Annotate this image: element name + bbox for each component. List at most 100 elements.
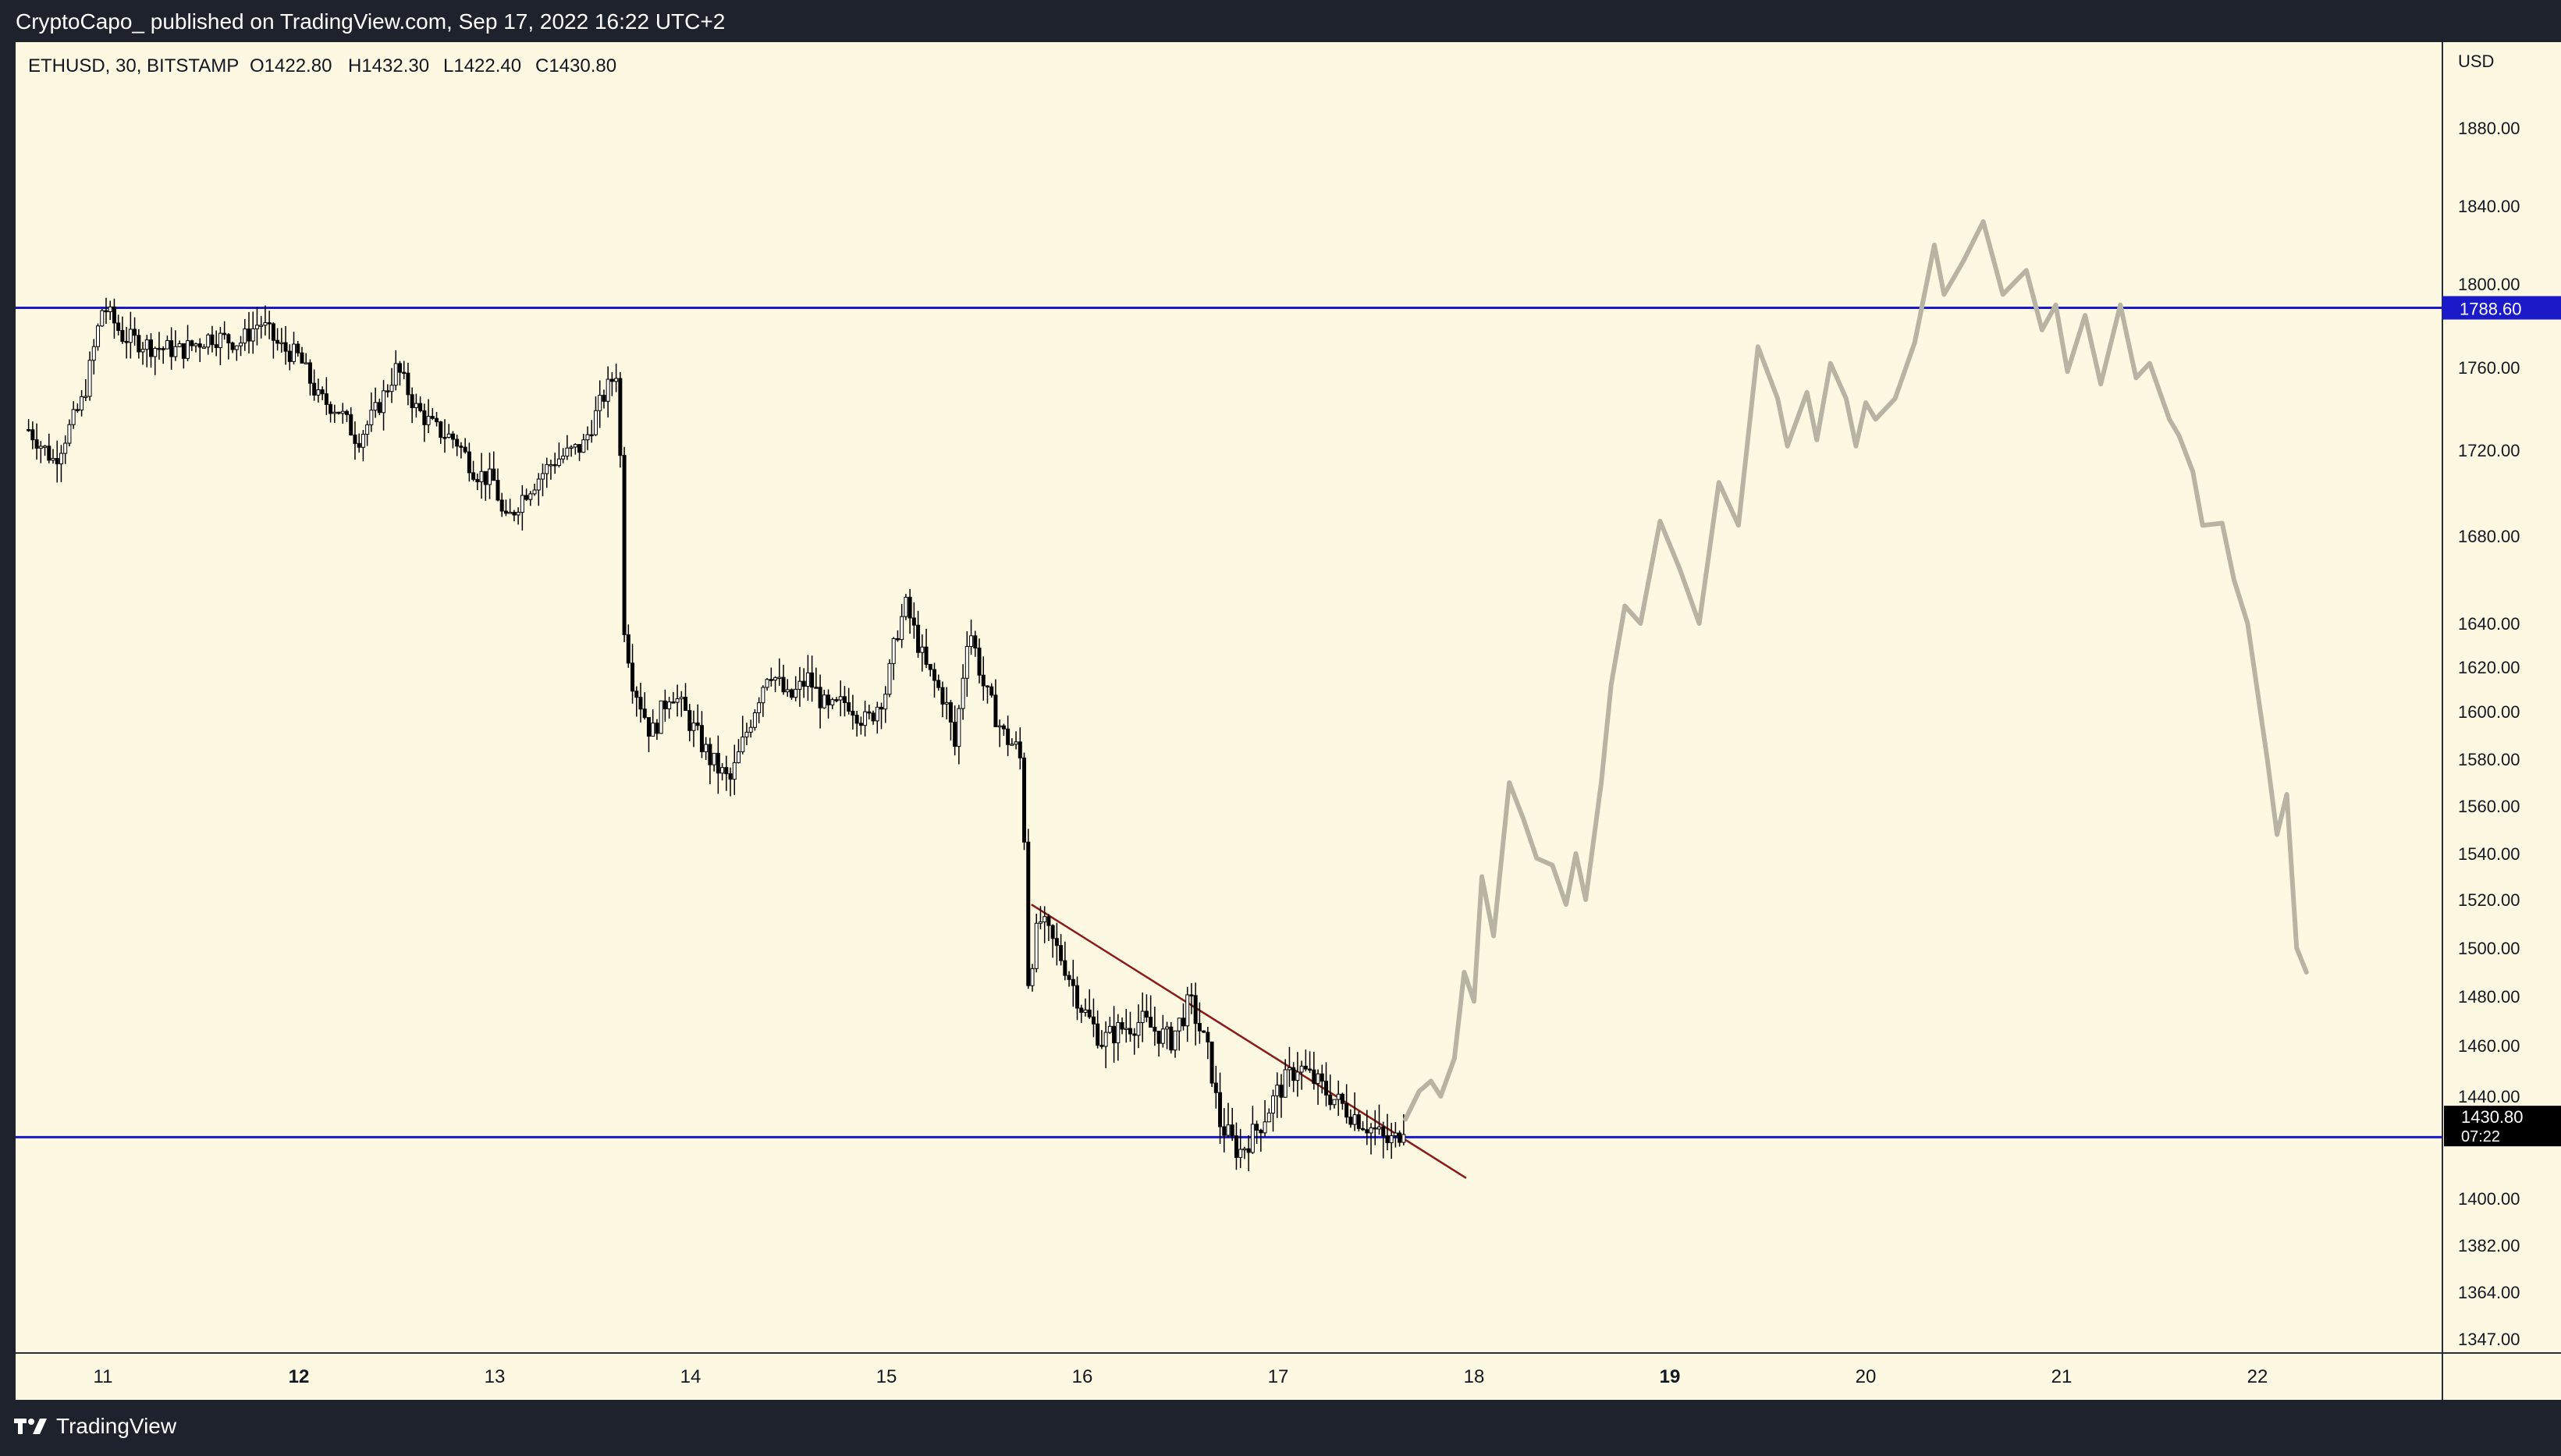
- candle-body: [1136, 1021, 1141, 1036]
- price-chart[interactable]: ETHUSD, 30, BITSTAMP O1422.80 H1432.30 L142…: [16, 42, 2561, 1400]
- candle-body: [393, 363, 398, 386]
- candle-body: [1063, 960, 1067, 976]
- candle-body: [948, 701, 953, 723]
- y-tick-label: 1347.00: [2458, 1330, 2520, 1349]
- candle-body: [516, 512, 520, 516]
- candle-body: [332, 411, 337, 414]
- candle-body: [842, 696, 847, 703]
- candle-body: [741, 737, 745, 752]
- candle-body: [1385, 1135, 1390, 1143]
- candle-body: [1165, 1026, 1170, 1030]
- x-tick-label: 18: [1464, 1366, 1485, 1387]
- candle-body: [818, 687, 822, 708]
- candle-body: [190, 340, 194, 346]
- candle-body: [851, 710, 855, 716]
- candle-body: [1001, 725, 1006, 730]
- candle-body: [410, 394, 414, 408]
- y-tick-label: 1880.00: [2458, 119, 2520, 138]
- candle-body: [471, 472, 476, 480]
- candle-body: [1124, 1028, 1128, 1031]
- candle-body: [520, 495, 524, 513]
- candle-body: [234, 345, 239, 350]
- candle-body: [593, 410, 598, 435]
- candle-body: [1103, 1032, 1108, 1047]
- candle-body: [271, 323, 275, 341]
- candle-body: [287, 350, 292, 362]
- candle-body: [357, 442, 361, 448]
- candle-body: [80, 396, 84, 410]
- y-tick-label: 1800.00: [2458, 275, 2520, 294]
- candle-body: [916, 624, 921, 653]
- y-tick-label: 1680.00: [2458, 527, 2520, 546]
- candle-body: [1283, 1069, 1288, 1098]
- candle-body: [769, 679, 773, 681]
- candle-body: [1275, 1085, 1280, 1096]
- candle-body: [186, 340, 190, 359]
- candle-body: [124, 341, 129, 343]
- horizontal-level-badge: [2442, 296, 2561, 320]
- candle-body: [324, 393, 329, 405]
- candle-body: [900, 616, 904, 641]
- candle-body: [969, 635, 974, 648]
- currency-label: USD: [2458, 51, 2494, 71]
- candle-body: [532, 489, 537, 495]
- candle-body: [1226, 1124, 1231, 1136]
- candle-body: [210, 334, 215, 346]
- candle-body: [964, 646, 969, 679]
- candle-body: [467, 451, 471, 474]
- candle-body: [222, 332, 227, 336]
- candle-body: [1295, 1071, 1300, 1081]
- tradingview-logo[interactable]: TradingView: [14, 1414, 176, 1439]
- candle-body: [928, 663, 932, 670]
- x-tick-label: 16: [1072, 1366, 1093, 1387]
- candle-body: [781, 677, 786, 693]
- projected-price-path[interactable]: [1403, 219, 2309, 1122]
- candle-body: [430, 416, 435, 419]
- candle-body: [47, 446, 52, 461]
- candle-body: [1365, 1129, 1369, 1134]
- candle-body: [239, 343, 243, 346]
- candle-body: [214, 344, 218, 349]
- ohlc-low: L1422.40: [443, 55, 521, 76]
- candle-body: [133, 328, 137, 336]
- candle-body: [569, 446, 574, 449]
- candle-body: [887, 662, 892, 695]
- candle-body: [243, 328, 247, 344]
- y-tick-label: 1620.00: [2458, 658, 2520, 677]
- candle-body: [296, 343, 300, 353]
- candle-body: [606, 378, 610, 402]
- candle-body: [561, 456, 566, 460]
- candle-body: [655, 723, 659, 734]
- candle-body: [307, 362, 312, 384]
- candle-body: [540, 473, 545, 480]
- candle-body: [1096, 1023, 1100, 1046]
- candle-body: [83, 396, 88, 398]
- y-tick-label: 1580.00: [2458, 750, 2520, 769]
- candle-body: [426, 416, 431, 425]
- candle-body: [226, 334, 231, 343]
- candle-body: [883, 694, 888, 710]
- candle-body: [667, 701, 672, 709]
- candle-body: [316, 389, 321, 396]
- candle-body: [1266, 1113, 1271, 1123]
- candle-body: [765, 679, 769, 688]
- candle-body: [1303, 1065, 1308, 1070]
- candle-body: [340, 410, 345, 414]
- candle-body: [1181, 1017, 1185, 1027]
- candle-body: [1287, 1067, 1291, 1071]
- candle-body: [492, 468, 496, 481]
- chart-area[interactable]: ETHUSD, 30, BITSTAMP O1422.80 H1432.30 L142…: [16, 42, 2561, 1400]
- candle-body: [1361, 1128, 1366, 1131]
- candle-body: [834, 699, 839, 701]
- candle-body: [989, 686, 994, 696]
- candle-body: [671, 701, 676, 704]
- candle-body: [385, 390, 390, 392]
- candle-body: [71, 409, 76, 425]
- x-tick-label: 14: [680, 1366, 702, 1387]
- descending-trendline[interactable]: [1031, 904, 1467, 1179]
- candle-body: [230, 342, 235, 350]
- last-price-badge: [2444, 1106, 2561, 1147]
- candle-body: [1160, 1028, 1165, 1044]
- candle-body: [1222, 1126, 1227, 1136]
- candle-body: [577, 444, 582, 453]
